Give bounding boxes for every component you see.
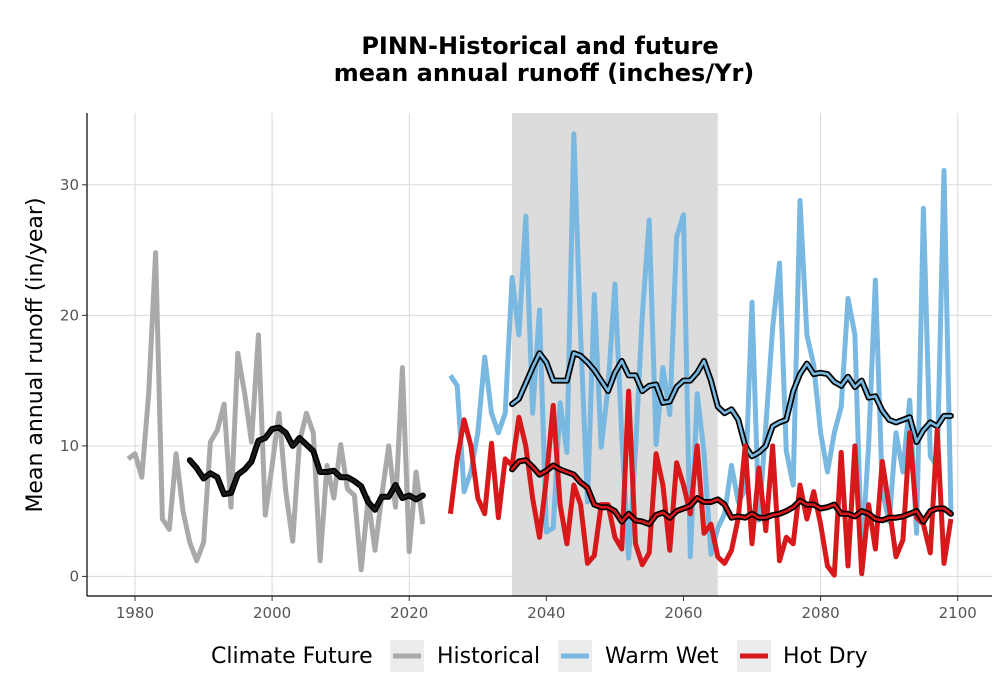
- legend-label-historical: Historical: [437, 644, 540, 669]
- axis-ticks: 1980 2000 2020 2040 2060 2080 2100 0 10 20 30: [60, 176, 977, 622]
- y-axis-title: Mean annual runoff (in/year): [23, 197, 48, 512]
- series-line-warm-wet-smooth: [510, 351, 953, 458]
- y-tick-label-20: 20: [60, 306, 79, 324]
- y-tick-label-10: 10: [60, 437, 79, 455]
- series-line-warm-wet: [448, 131, 954, 561]
- legend-label-hot-dry: Hot Dry: [783, 644, 868, 669]
- legend-title: Climate Future: [211, 644, 373, 669]
- series-line-historical: [126, 250, 426, 573]
- series-line-hot-dry-smooth: [510, 458, 953, 526]
- x-tick-label-1980: 1980: [116, 604, 154, 622]
- chart-title-line2: mean annual runoff (inches/Yr): [334, 59, 755, 87]
- series-line-historical-smooth: [188, 426, 425, 512]
- x-tick-label-2080: 2080: [802, 604, 840, 622]
- x-tick-label-2000: 2000: [253, 604, 291, 622]
- y-tick-label-30: 30: [60, 176, 79, 194]
- y-tick-label-0: 0: [69, 567, 79, 585]
- chart-title-line1: PINN-Historical and future: [361, 32, 718, 60]
- series-group: [126, 131, 954, 578]
- x-tick-label-2020: 2020: [390, 604, 428, 622]
- legend: Climate Future Historical Warm Wet Hot D…: [211, 640, 868, 672]
- legend-label-warm-wet: Warm Wet: [605, 644, 719, 669]
- x-tick-label-2060: 2060: [664, 604, 702, 622]
- x-tick-label-2100: 2100: [939, 604, 977, 622]
- x-tick-label-2040: 2040: [527, 604, 565, 622]
